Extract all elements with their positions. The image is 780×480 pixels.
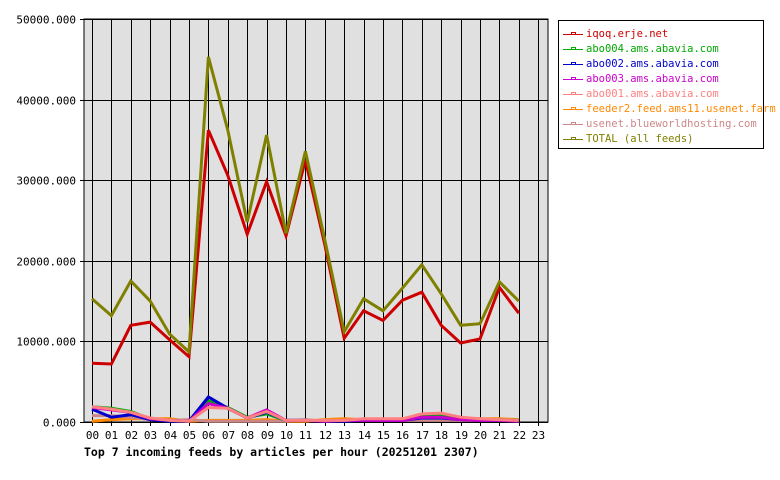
legend-label: abo004.ams.abavia.com bbox=[586, 42, 719, 55]
y-tick-label: 40000.000 bbox=[16, 95, 76, 108]
legend-item: abo001.ams.abavia.com bbox=[559, 86, 763, 101]
x-tick-label: 10 bbox=[280, 429, 293, 442]
x-tick-label: 00 bbox=[86, 429, 99, 442]
x-tick-label: 01 bbox=[105, 429, 118, 442]
y-tick-label: 50000.000 bbox=[16, 14, 76, 27]
series-line-iqoq-erje-net bbox=[91, 129, 520, 366]
plot-area bbox=[83, 18, 549, 423]
x-tick-label: 20 bbox=[474, 429, 487, 442]
x-tick-label: 18 bbox=[435, 429, 448, 442]
legend-item: feeder2.feed.ams11.usenet.farm bbox=[559, 101, 776, 116]
legend-line-marker-icon bbox=[563, 90, 583, 98]
legend-item: usenet.blueworldhosting.com bbox=[559, 116, 763, 131]
series-line-abo001-ams-abavia-com bbox=[91, 405, 519, 423]
legend-line-marker-icon bbox=[563, 45, 583, 53]
legend-line-marker-icon bbox=[563, 120, 583, 128]
x-tick-label: 03 bbox=[144, 429, 157, 442]
x-tick-label: 14 bbox=[358, 429, 372, 442]
x-tick-label: 15 bbox=[377, 429, 390, 442]
legend-item: abo004.ams.abavia.com bbox=[559, 41, 763, 56]
x-tick-label: 19 bbox=[455, 429, 468, 442]
x-tick-label: 06 bbox=[202, 429, 215, 442]
x-tick-label: 08 bbox=[241, 429, 254, 442]
data-series bbox=[91, 56, 520, 423]
x-tick-label: 07 bbox=[222, 429, 235, 442]
legend-label: TOTAL (all feeds) bbox=[586, 132, 694, 145]
y-tick-label: 0.000 bbox=[43, 417, 76, 430]
legend-label: iqoq.erje.net bbox=[586, 27, 669, 40]
y-tick-label: 20000.000 bbox=[16, 256, 76, 269]
x-tick-label: 11 bbox=[299, 429, 312, 442]
x-tick-label: 16 bbox=[396, 429, 409, 442]
x-tick-label: 17 bbox=[416, 429, 429, 442]
legend-line-marker-icon bbox=[563, 105, 583, 113]
x-tick-label: 05 bbox=[183, 429, 196, 442]
y-tick-label: 30000.000 bbox=[16, 175, 76, 188]
legend: iqoq.erje.net abo004.ams.abavia.com abo002… bbox=[558, 20, 776, 149]
legend-line-marker-icon bbox=[563, 30, 583, 38]
x-tick-label: 04 bbox=[164, 429, 178, 442]
y-tick-label: 10000.000 bbox=[16, 336, 76, 349]
x-tick-label: 02 bbox=[125, 429, 138, 442]
y-axis: 0.000 10000.000 20000.000 30000.000 40000.00… bbox=[16, 14, 76, 430]
legend-line-marker-icon bbox=[563, 135, 583, 143]
x-tick-label: 09 bbox=[261, 429, 274, 442]
legend-label: feeder2.feed.ams11.usenet.farm bbox=[586, 102, 776, 115]
x-tick-label: 21 bbox=[493, 429, 506, 442]
x-axis: 00 01 02 03 04 05 06 07 08 09 10 11 12 13 14 15 16 17 18 19… bbox=[86, 429, 545, 442]
legend-label: abo002.ams.abavia.com bbox=[586, 57, 719, 70]
legend-label: usenet.blueworldhosting.com bbox=[586, 117, 757, 130]
grid-lines bbox=[80, 19, 548, 426]
chart-title: Top 7 incoming feeds by articles per hou… bbox=[84, 445, 479, 459]
legend-line-marker-icon bbox=[563, 60, 583, 68]
x-tick-label: 23 bbox=[532, 429, 545, 442]
series-line-total-all-feeds bbox=[91, 56, 520, 356]
legend-item: abo002.ams.abavia.com bbox=[559, 56, 763, 71]
x-tick-label: 12 bbox=[319, 429, 332, 442]
legend-item: TOTAL (all feeds) bbox=[559, 131, 763, 146]
x-tick-label: 13 bbox=[338, 429, 351, 442]
legend-label: abo003.ams.abavia.com bbox=[586, 72, 719, 85]
legend-label: abo001.ams.abavia.com bbox=[586, 87, 719, 100]
x-tick-label: 22 bbox=[513, 429, 526, 442]
legend-item: abo003.ams.abavia.com bbox=[559, 71, 763, 86]
legend-item: iqoq.erje.net bbox=[559, 26, 763, 41]
legend-line-marker-icon bbox=[563, 75, 583, 83]
